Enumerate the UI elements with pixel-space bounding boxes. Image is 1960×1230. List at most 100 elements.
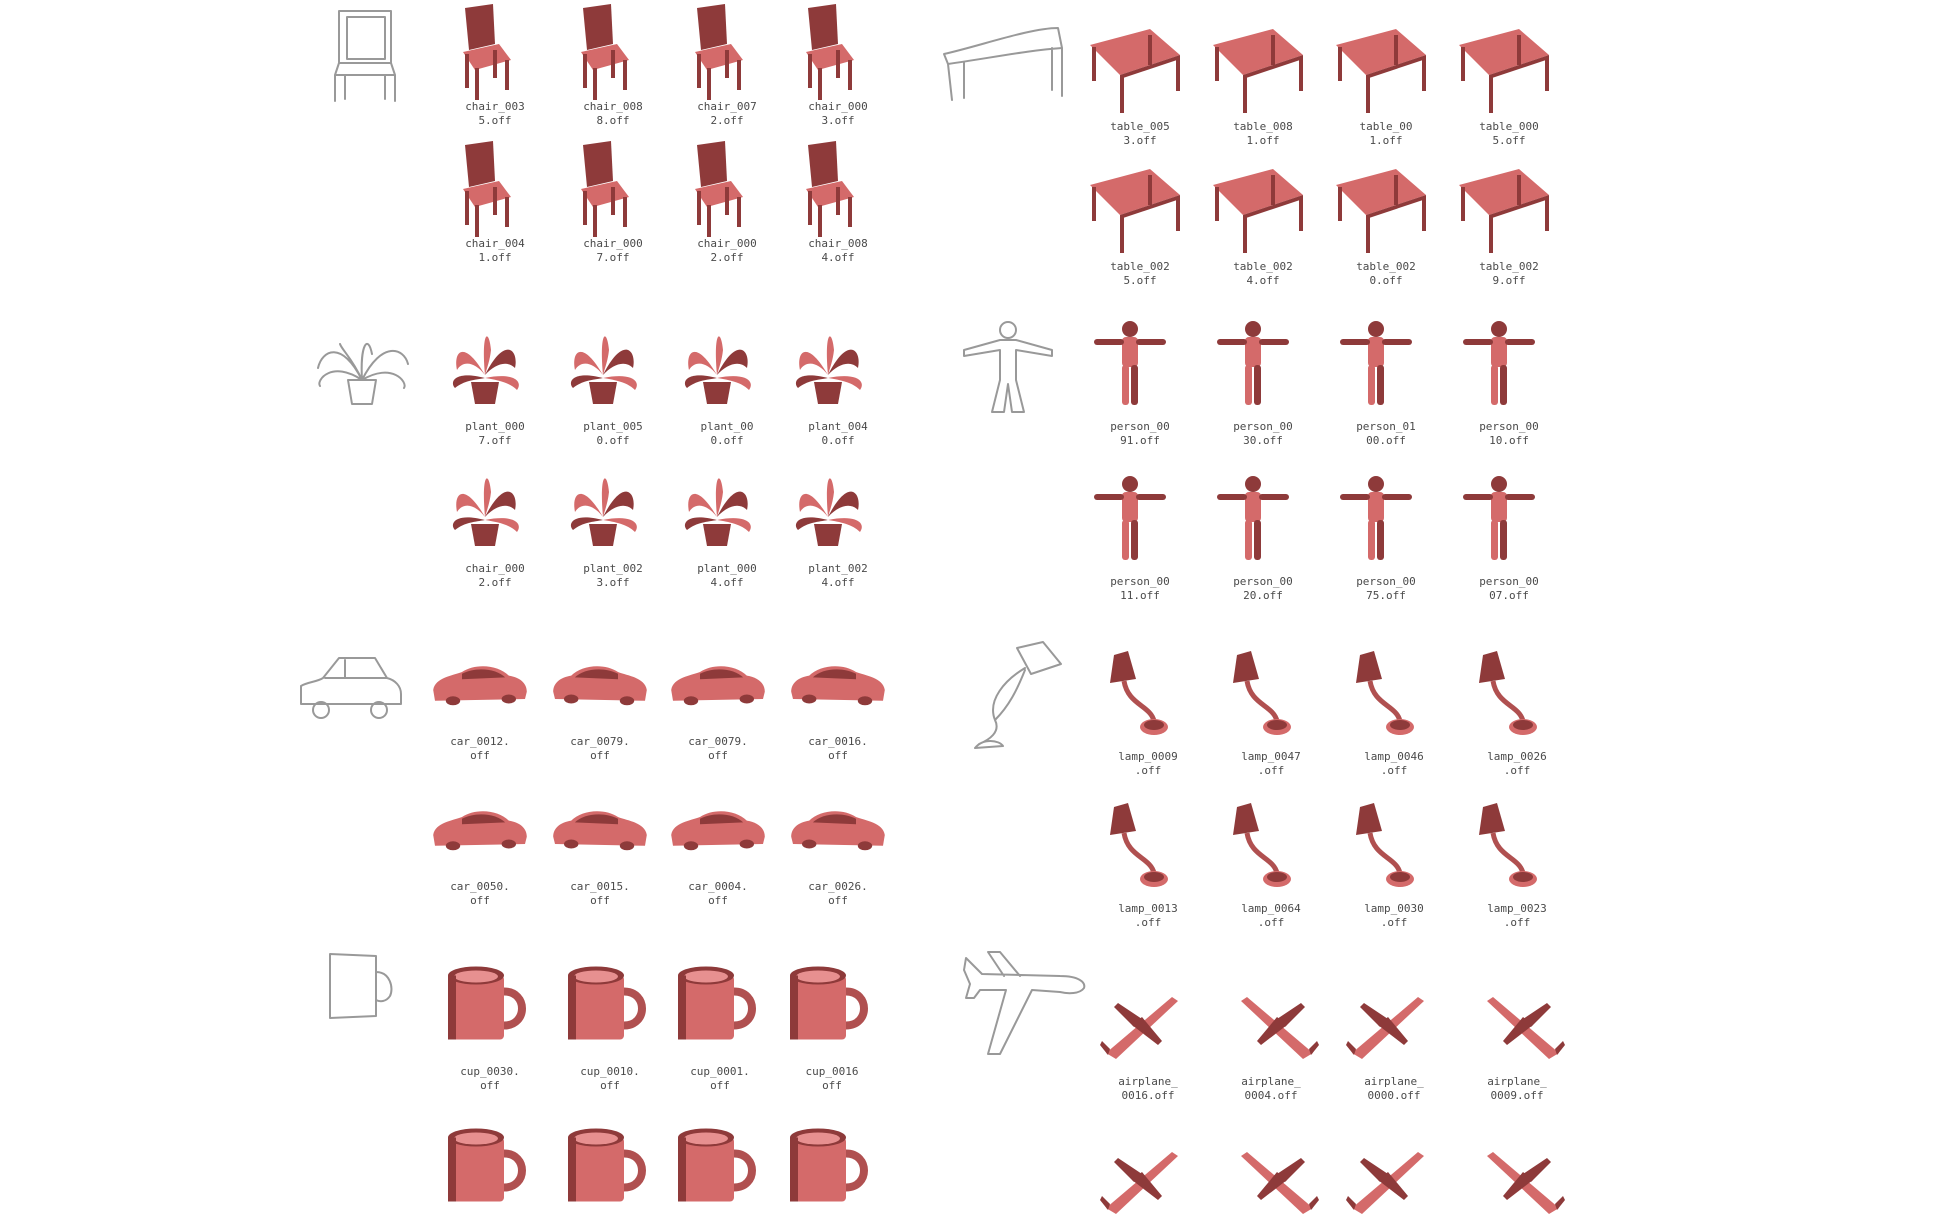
person-mesh-icon: [1217, 476, 1289, 560]
model-filename: car_0050. off: [450, 880, 510, 907]
lamp-mesh-icon: [1457, 792, 1577, 902]
lamp-mesh-icon: [1211, 640, 1331, 750]
person-model-thumb: person_00 20.off: [1188, 465, 1338, 603]
cup-mesh-icon: [430, 950, 550, 1065]
model-filename: chair_008 4.off: [808, 237, 868, 264]
plant-mesh-icon: [452, 336, 519, 404]
chair-model-thumb: chair_003 5.off: [420, 0, 570, 128]
chair-model-thumb: chair_000 2.off: [652, 137, 802, 265]
plant-model-thumb: plant_002 4.off: [763, 462, 913, 590]
lamp-mesh-icon: [1211, 792, 1331, 902]
person-model-thumb: person_00 07.off: [1434, 465, 1584, 603]
model-filename: airplane_ 0009.off: [1487, 1075, 1547, 1102]
chair-model-thumb: chair_004 1.off: [420, 137, 570, 265]
car-model-thumb: car_0079. off: [525, 645, 675, 763]
model-filename: chair_000 7.off: [583, 237, 643, 264]
model-filename: table_00 1.off: [1359, 120, 1413, 147]
airplane-mesh-icon: [1346, 1152, 1424, 1214]
plant-model-thumb: plant_002 3.off: [538, 462, 688, 590]
car-mesh-icon: [553, 811, 647, 851]
table-model-thumb: table_00 1.off: [1311, 10, 1461, 148]
chair-mesh-icon: [806, 141, 854, 237]
plant-model-thumb: plant_000 7.off: [420, 320, 570, 448]
car-mesh-icon: [553, 666, 647, 706]
table-mesh-icon: [1090, 169, 1180, 253]
table-model-thumb: table_002 4.off: [1188, 150, 1338, 288]
airplane-sketch-icon: [963, 951, 1086, 1055]
model-filename: person_00 30.off: [1233, 420, 1293, 447]
car-mesh-icon: [671, 811, 765, 851]
lamp-model-thumb: lamp_0013 .off: [1073, 792, 1223, 930]
car-model-thumb: car_0050. off: [405, 790, 555, 908]
airplane-model-thumb: [1442, 1130, 1592, 1230]
airplane-model-thumb: airplane_ 0016.off: [1073, 975, 1223, 1103]
model-filename: plant_000 7.off: [465, 420, 525, 447]
model-filename: lamp_0023 .off: [1487, 902, 1547, 929]
model-filename: table_008 1.off: [1233, 120, 1293, 147]
table-mesh-icon: [1090, 29, 1180, 113]
model-filename: car_0015. off: [570, 880, 630, 907]
person-mesh-icon: [1463, 476, 1535, 560]
model-filename: plant_00 0.off: [700, 420, 754, 447]
car-mesh-icon: [791, 811, 885, 851]
lamp-model-thumb: lamp_0064 .off: [1196, 792, 1346, 930]
model-filename: car_0079. off: [688, 735, 748, 762]
plant-sketch-icon: [317, 342, 409, 405]
table-model-thumb: table_002 5.off: [1065, 150, 1215, 288]
lamp-mesh-icon: [1088, 792, 1208, 902]
chair-model-thumb: chair_007 2.off: [652, 0, 802, 128]
model-filename: chair_000 2.off: [465, 562, 525, 589]
model-filename: table_002 0.off: [1356, 260, 1416, 287]
table-mesh-icon: [1459, 169, 1549, 253]
model-filename: car_0016. off: [808, 735, 868, 762]
model-filename: car_0026. off: [808, 880, 868, 907]
table-model-thumb: table_008 1.off: [1188, 10, 1338, 148]
person-model-thumb: person_00 75.off: [1311, 465, 1461, 603]
airplane-mesh-icon: [1100, 997, 1178, 1059]
person-model-thumb: person_00 91.off: [1065, 310, 1215, 448]
model-filename: person_00 91.off: [1110, 420, 1170, 447]
model-filename: person_00 75.off: [1356, 575, 1416, 602]
model-filename: cup_0001. off: [690, 1065, 750, 1092]
person-model-thumb: person_01 00.off: [1311, 310, 1461, 448]
model-filename: table_002 5.off: [1110, 260, 1170, 287]
plant-model-thumb: plant_000 4.off: [652, 462, 802, 590]
lamp-sketch-icon: [974, 641, 1062, 749]
model-filename: plant_000 4.off: [697, 562, 757, 589]
plant-model-thumb: plant_004 0.off: [763, 320, 913, 448]
airplane-model-thumb: airplane_ 0009.off: [1442, 975, 1592, 1103]
table-mesh-icon: [1336, 169, 1426, 253]
table-mesh-icon: [1336, 29, 1426, 113]
car-model-thumb: car_0012. off: [405, 645, 555, 763]
chair-sketch-icon: [334, 10, 396, 102]
lamp-model-thumb: lamp_0046 .off: [1319, 640, 1469, 778]
lamp-model-thumb: lamp_0030 .off: [1319, 792, 1469, 930]
model-filename: lamp_0009 .off: [1118, 750, 1178, 777]
model-filename: airplane_ 0016.off: [1118, 1075, 1178, 1102]
person-mesh-icon: [1463, 321, 1535, 405]
plant-mesh-icon: [452, 478, 519, 546]
chair-mesh-icon: [463, 4, 511, 100]
chair-mesh-icon: [806, 4, 854, 100]
model-filename: table_002 4.off: [1233, 260, 1293, 287]
lamp-model-thumb: lamp_0047 .off: [1196, 640, 1346, 778]
car-model-thumb: car_0016. off: [763, 645, 913, 763]
table-mesh-icon: [1213, 29, 1303, 113]
table-model-thumb: table_002 0.off: [1311, 150, 1461, 288]
model-filename: chair_007 2.off: [697, 100, 757, 127]
model-filename: table_002 9.off: [1479, 260, 1539, 287]
table-model-thumb: table_000 5.off: [1434, 10, 1584, 148]
model-filename: plant_002 3.off: [583, 562, 643, 589]
car-sketch-icon: [300, 657, 402, 719]
car-mesh-icon: [671, 666, 765, 706]
lamp-model-thumb: lamp_0026 .off: [1442, 640, 1592, 778]
model-filename: airplane_ 0004.off: [1241, 1075, 1301, 1102]
plant-model-thumb: chair_000 2.off: [420, 462, 570, 590]
car-model-thumb: car_0015. off: [525, 790, 675, 908]
lamp-mesh-icon: [1334, 792, 1454, 902]
model-filename: car_0004. off: [688, 880, 748, 907]
person-model-thumb: person_00 10.off: [1434, 310, 1584, 448]
model-filename: chair_000 2.off: [697, 237, 757, 264]
model-filename: person_00 10.off: [1479, 420, 1539, 447]
cup-mesh-icon: [430, 1112, 550, 1227]
